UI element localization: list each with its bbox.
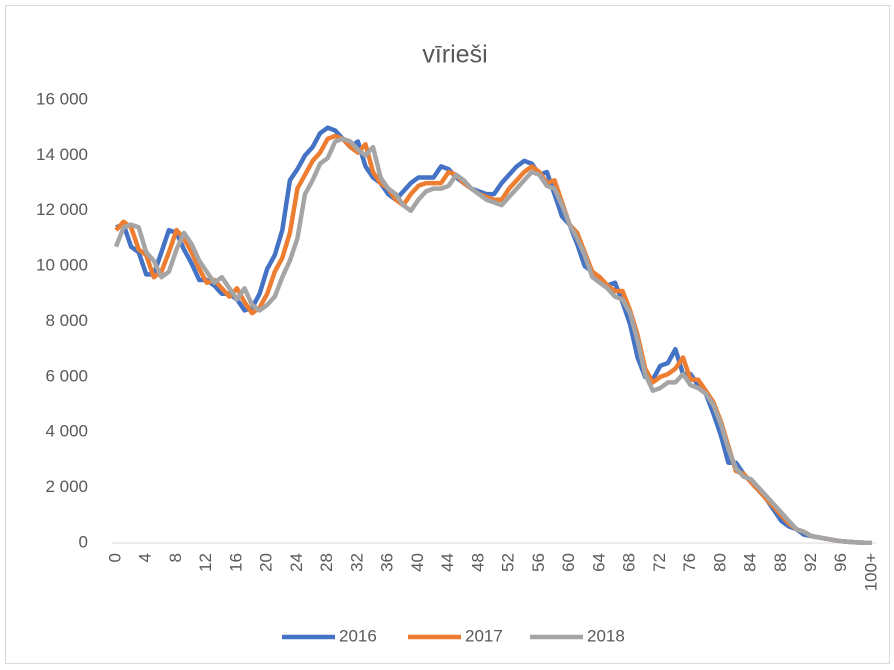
x-tick-label: 28	[317, 553, 336, 572]
x-tick-label: 8	[166, 553, 185, 562]
y-tick-label: 14 000	[36, 145, 88, 164]
x-tick-label: 56	[529, 553, 548, 572]
y-tick-label: 2 000	[45, 477, 88, 496]
chart-title: vīrieši	[422, 41, 487, 69]
x-tick-label: 12	[196, 553, 215, 572]
x-tick-label: 52	[499, 553, 518, 572]
y-tick-label: 4 000	[45, 422, 88, 441]
chart-border	[5, 5, 890, 664]
legend-label: 2017	[465, 626, 503, 645]
x-tick-label: 100+	[861, 553, 880, 591]
y-tick-label: 12 000	[36, 200, 88, 219]
x-tick-label: 96	[831, 553, 850, 572]
legend-label: 2018	[587, 626, 625, 645]
x-tick-label: 72	[650, 553, 669, 572]
x-tick-label: 24	[287, 553, 306, 572]
x-tick-label: 44	[438, 553, 457, 572]
x-tick-label: 40	[408, 553, 427, 572]
y-tick-label: 6 000	[45, 366, 88, 385]
y-tick-label: 0	[79, 532, 88, 551]
x-tick-label: 0	[105, 553, 124, 562]
x-tick-label: 84	[741, 553, 760, 572]
x-tick-label: 20	[257, 553, 276, 572]
legend-label: 2016	[339, 626, 377, 645]
y-tick-label: 8 000	[45, 311, 88, 330]
y-tick-label: 10 000	[36, 256, 88, 275]
x-tick-label: 64	[589, 553, 608, 572]
x-tick-label: 80	[710, 553, 729, 572]
y-tick-label: 16 000	[36, 89, 88, 108]
x-tick-label: 60	[559, 553, 578, 572]
x-tick-label: 76	[680, 553, 699, 572]
x-tick-label: 48	[468, 553, 487, 572]
x-tick-label: 32	[347, 553, 366, 572]
x-tick-label: 36	[378, 553, 397, 572]
x-tick-label: 92	[801, 553, 820, 572]
x-tick-label: 68	[620, 553, 639, 572]
x-tick-label: 88	[771, 553, 790, 572]
x-tick-label: 4	[136, 553, 155, 562]
series-line	[113, 136, 872, 545]
x-tick-label: 16	[226, 553, 245, 572]
